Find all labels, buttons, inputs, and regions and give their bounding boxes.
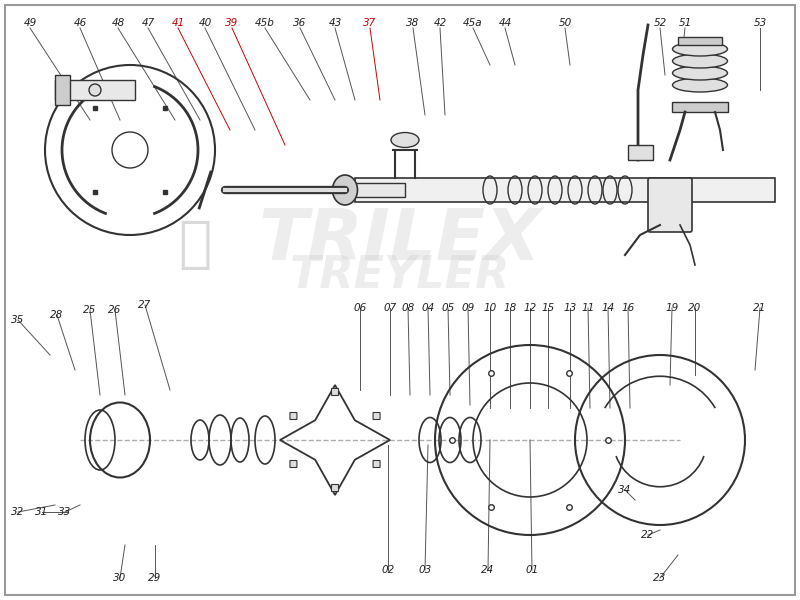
Text: 13: 13 <box>563 303 577 313</box>
Text: 01: 01 <box>526 565 538 575</box>
Text: 44: 44 <box>498 18 512 28</box>
Text: 07: 07 <box>383 303 397 313</box>
Text: 25: 25 <box>83 305 97 315</box>
Ellipse shape <box>333 175 358 205</box>
Text: 50: 50 <box>558 18 572 28</box>
Text: 51: 51 <box>678 18 692 28</box>
Text: 27: 27 <box>138 300 152 310</box>
Ellipse shape <box>673 66 727 80</box>
Text: 45b: 45b <box>255 18 275 28</box>
Text: 20: 20 <box>688 303 702 313</box>
FancyBboxPatch shape <box>331 485 338 491</box>
Text: 16: 16 <box>622 303 634 313</box>
Ellipse shape <box>673 54 727 68</box>
Text: TREYLER: TREYLER <box>290 253 510 296</box>
Text: 05: 05 <box>442 303 454 313</box>
Ellipse shape <box>673 78 727 92</box>
Bar <box>355 183 405 197</box>
Bar <box>355 178 775 202</box>
Bar <box>678 37 722 45</box>
Text: 32: 32 <box>11 507 25 517</box>
Text: 06: 06 <box>354 303 366 313</box>
FancyBboxPatch shape <box>373 413 380 419</box>
Bar <box>628 145 653 160</box>
Text: 37: 37 <box>363 18 377 28</box>
Text: 38: 38 <box>406 18 420 28</box>
Text: 36: 36 <box>294 18 306 28</box>
Text: 19: 19 <box>666 303 678 313</box>
Bar <box>55 75 70 105</box>
Text: 41: 41 <box>171 18 185 28</box>
FancyBboxPatch shape <box>290 413 297 419</box>
Text: 15: 15 <box>542 303 554 313</box>
Text: 52: 52 <box>654 18 666 28</box>
Text: 39: 39 <box>226 18 238 28</box>
FancyBboxPatch shape <box>373 461 380 467</box>
Bar <box>672 102 728 112</box>
Text: 04: 04 <box>422 303 434 313</box>
Text: 03: 03 <box>418 565 432 575</box>
Text: 26: 26 <box>108 305 122 315</box>
Text: 22: 22 <box>642 530 654 540</box>
Ellipse shape <box>391 133 419 148</box>
Text: 10: 10 <box>483 303 497 313</box>
Text: 40: 40 <box>198 18 212 28</box>
Text: 34: 34 <box>618 485 632 495</box>
Text: 46: 46 <box>74 18 86 28</box>
Text: 45a: 45a <box>463 18 483 28</box>
Text: 18: 18 <box>503 303 517 313</box>
Text: 23: 23 <box>654 573 666 583</box>
Text: 48: 48 <box>111 18 125 28</box>
Text: 43: 43 <box>328 18 342 28</box>
Text: 12: 12 <box>523 303 537 313</box>
Text: 02: 02 <box>382 565 394 575</box>
Text: 35: 35 <box>11 315 25 325</box>
Text: TRILEX: TRILEX <box>258 205 542 275</box>
Text: 47: 47 <box>142 18 154 28</box>
Text: 28: 28 <box>50 310 64 320</box>
FancyBboxPatch shape <box>290 461 297 467</box>
Ellipse shape <box>673 42 727 56</box>
Text: 53: 53 <box>754 18 766 28</box>
FancyBboxPatch shape <box>331 389 338 395</box>
Bar <box>55 80 135 100</box>
Text: 21: 21 <box>754 303 766 313</box>
Text: 11: 11 <box>582 303 594 313</box>
Text: 30: 30 <box>114 573 126 583</box>
Text: 31: 31 <box>35 507 49 517</box>
Text: 42: 42 <box>434 18 446 28</box>
Text: 08: 08 <box>402 303 414 313</box>
FancyBboxPatch shape <box>648 178 692 232</box>
Text: 14: 14 <box>602 303 614 313</box>
Text: 24: 24 <box>482 565 494 575</box>
Text: 33: 33 <box>58 507 72 517</box>
Text: 09: 09 <box>462 303 474 313</box>
Text: 49: 49 <box>23 18 37 28</box>
Text: 29: 29 <box>148 573 162 583</box>
Text: 🔧: 🔧 <box>178 218 212 272</box>
Ellipse shape <box>89 84 101 96</box>
